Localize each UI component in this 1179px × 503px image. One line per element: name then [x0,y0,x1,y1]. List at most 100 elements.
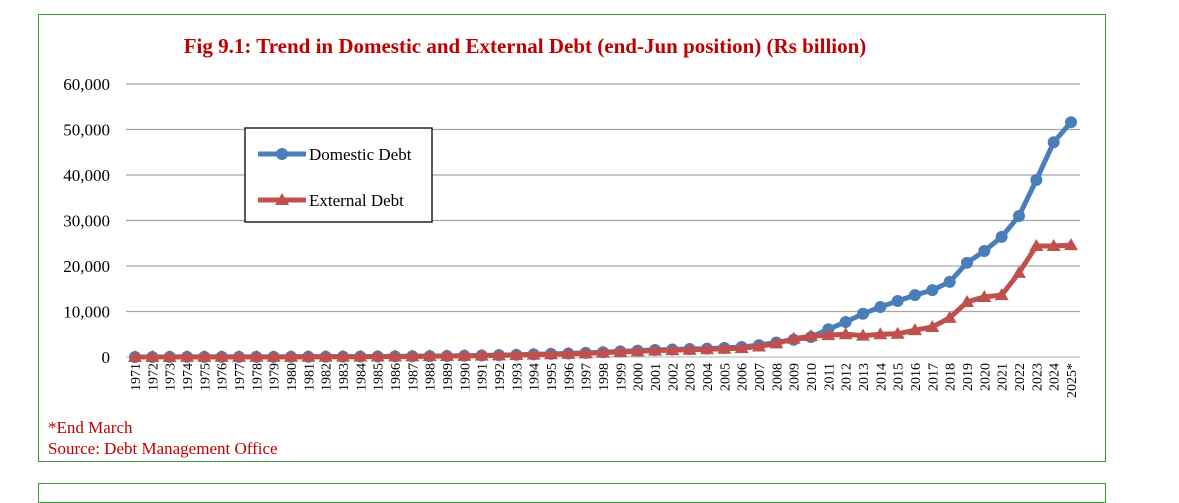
x-tick-label: 2002 [666,363,681,391]
series-line-external-debt [134,242,1072,360]
y-tick-label: 30,000 [63,212,110,231]
data-point [249,349,264,362]
data-point [821,328,836,341]
x-tick-label: 1976 [216,363,231,391]
x-tick-label: 1972 [146,363,161,391]
x-tick-label: 1971 [129,363,144,391]
footnote: *End March [48,418,133,437]
legend-marker [276,148,288,160]
y-tick-label: 50,000 [63,121,110,140]
legend-box [244,127,433,223]
data-point [665,343,680,356]
data-point [961,256,973,269]
data-point [128,349,142,362]
y-tick-label: 20,000 [63,257,110,276]
x-tick-label: 2012 [840,363,855,391]
x-tick-label: 1996 [562,363,577,391]
data-point [561,346,576,359]
data-point [891,295,904,308]
x-tick-label: 1975 [198,363,213,391]
data-point [857,307,869,320]
data-point [405,349,420,362]
data-point [1030,174,1043,187]
data-point [926,284,939,297]
data-point [682,342,697,355]
x-tick-label: 1994 [528,363,543,391]
x-tick-label: 2019 [961,363,976,391]
y-tick-label: 60,000 [63,75,110,94]
x-tick-label: 2016 [909,363,924,391]
x-tick-label: 2000 [632,363,647,391]
x-tick-label: 2014 [874,363,889,391]
data-point [648,343,662,356]
data-point [214,349,229,362]
data-point [388,349,402,362]
data-point [474,348,489,361]
data-point [717,341,732,354]
x-tick-label: 1982 [320,363,335,391]
data-point [752,339,766,352]
data-point [630,344,645,357]
data-point [734,341,749,354]
x-tick-label: 1978 [250,363,265,391]
x-tick-label: 1980 [285,363,300,391]
data-point [1029,238,1044,251]
data-point [909,289,921,302]
data-point [162,349,177,362]
x-tick-label: 1979 [268,363,283,391]
x-tick-label: 2006 [736,363,751,391]
x-tick-label: 1977 [233,363,248,391]
data-point [925,319,940,332]
data-point [422,349,437,362]
y-tick-label: 10,000 [63,303,110,322]
data-point [370,349,385,362]
data-point [613,344,628,357]
data-point [266,349,281,362]
x-tick-label: 2013 [857,363,872,391]
data-point [838,327,853,340]
data-point [526,347,541,360]
data-point [1064,238,1078,251]
data-point [978,244,991,257]
x-tick-label: 2020 [978,363,993,391]
data-point [145,349,160,362]
data-point [336,349,350,362]
data-point [232,349,246,362]
data-point [873,327,888,340]
data-point [994,288,1009,301]
data-point [457,348,472,361]
y-tick-label: 0 [102,348,111,367]
x-tick-label: 1986 [389,363,404,391]
data-point [1047,136,1060,149]
data-point [769,336,784,349]
x-tick-label: 1992 [493,363,508,391]
line-chart: 0 10,000 20,000 30,000 40,000 50,000 60,000 197… [63,75,1080,398]
data-point [544,347,558,360]
x-tick-label: 2001 [649,363,664,391]
data-point [301,349,316,362]
x-tick-label: 2022 [1013,363,1028,391]
x-tick-label: 2004 [701,363,716,391]
data-point [943,275,956,288]
legend-label: Domestic Debt [309,145,412,164]
x-tick-label: 1995 [545,363,560,391]
x-tick-label: 1988 [424,363,439,391]
data-point [700,342,714,355]
data-point [596,345,610,358]
x-tick-label: 1984 [354,363,369,391]
x-tick-label: 1993 [510,363,525,391]
data-point [908,323,922,336]
x-tick-label: 1987 [406,363,421,391]
data-point [942,310,957,323]
x-tick-label: 1997 [580,363,595,391]
x-tick-label: 1991 [476,363,491,391]
x-tick-label: 2024 [1048,363,1063,391]
data-point [1065,116,1077,129]
data-point [856,328,870,341]
legend-label: External Debt [309,191,404,210]
x-tick-label: 2015 [892,363,907,391]
y-tick-label: 40,000 [63,166,110,185]
data-point [440,348,454,361]
data-point [1012,265,1026,278]
data-point [197,349,212,362]
